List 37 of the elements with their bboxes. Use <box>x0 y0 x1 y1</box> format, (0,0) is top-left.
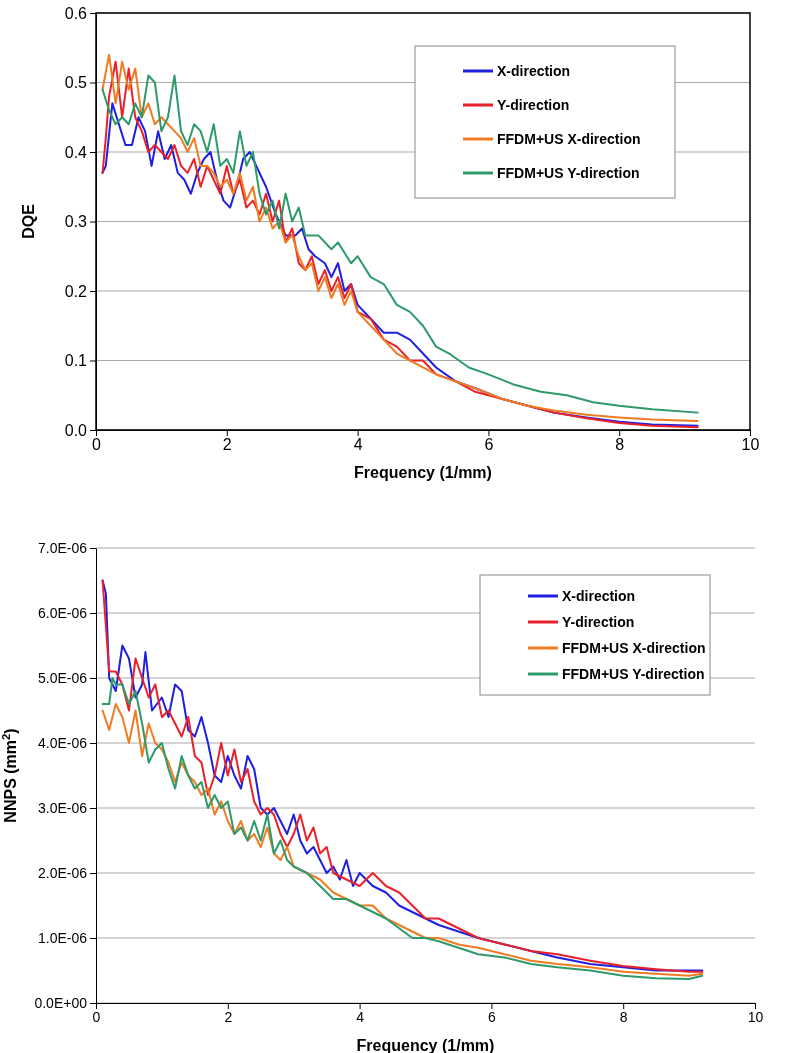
x-tick-label: 8 <box>619 1008 628 1025</box>
x-tick-label: 8 <box>615 436 625 454</box>
x-tick-label: 0 <box>92 1008 101 1025</box>
legend-label: FFDM+US Y-direction <box>497 165 640 181</box>
y-axis-title: DQE <box>20 203 37 239</box>
y-tick-label: 0.3 <box>64 213 88 231</box>
y-tick-label: 5.0E-06 <box>37 669 88 686</box>
x-tick-label: 4 <box>353 436 363 454</box>
x-tick-label: 4 <box>356 1008 365 1025</box>
legend-label: FFDM+US X-direction <box>562 640 706 656</box>
legend-label: X-direction <box>562 588 636 604</box>
y-tick-label: 2.0E-06 <box>37 864 88 881</box>
y-tick-label: 0.4 <box>64 143 88 161</box>
x-axis-title: Frequency (1/mm) <box>354 464 492 481</box>
y-tick-label: 6.0E-06 <box>37 604 88 621</box>
legend-label: FFDM+US X-direction <box>497 131 641 147</box>
legend-label: X-direction <box>497 63 571 79</box>
y-tick-label: 0.6 <box>64 4 88 22</box>
y-tick-label: 0.2 <box>64 282 88 300</box>
y-tick-label: 0.5 <box>64 74 88 92</box>
y-tick-label: 4.0E-06 <box>37 734 88 751</box>
x-tick-label: 10 <box>747 1008 764 1025</box>
x-tick-label: 2 <box>224 1008 233 1025</box>
x-tick-label: 0 <box>92 436 102 454</box>
x-tick-label: 10 <box>741 436 760 454</box>
y-tick-label: 3.0E-06 <box>37 799 88 816</box>
y-tick-label: 0.0E+00 <box>34 994 88 1011</box>
y-tick-label: 0.1 <box>64 352 88 370</box>
x-tick-label: 6 <box>488 1008 496 1025</box>
legend-label: Y-direction <box>497 97 570 113</box>
y-tick-label: 1.0E-06 <box>37 929 88 946</box>
x-tick-label: 2 <box>222 436 232 454</box>
x-tick-label: 6 <box>484 436 494 454</box>
legend-label: Y-direction <box>562 614 635 630</box>
y-tick-label: 7.0E-06 <box>37 539 88 556</box>
legend-label: FFDM+US Y-direction <box>562 666 705 682</box>
y-tick-label: 0.0 <box>64 421 88 439</box>
